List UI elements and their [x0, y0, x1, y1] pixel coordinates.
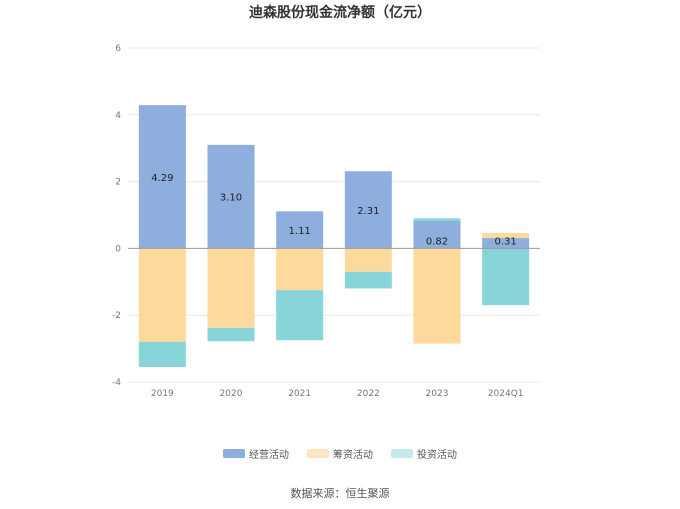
bars	[138, 105, 530, 367]
bar-segment-3	[276, 290, 324, 341]
bar-segment-1	[276, 211, 324, 249]
x-tick-label: 2019	[151, 389, 174, 399]
x-tick-label: 2022	[357, 389, 380, 399]
data-label: 4.29	[151, 173, 173, 184]
bar-segment-2	[276, 248, 324, 291]
x-axis-ticks: 2019 2020 2021 2022 2023 2024Q1	[151, 389, 524, 399]
data-label: 2.31	[357, 206, 379, 217]
legend-item-financing[interactable]: 筹资活动	[307, 446, 373, 461]
bar-segment-3	[138, 341, 186, 367]
y-axis-ticks: 6 4 2 0 -2 -4	[112, 44, 121, 388]
data-labels: 4.29 3.10 1.11 2.31 0.82 0.31	[151, 173, 517, 248]
bar-segment-1	[138, 105, 186, 249]
chart-title: 迪森股份现金流净额（亿元）	[249, 5, 431, 21]
bar-segment-1	[344, 171, 392, 249]
data-label: 3.10	[220, 193, 242, 204]
x-tick-label: 2024Q1	[488, 389, 524, 399]
legend-item-investing[interactable]: 投资活动	[391, 446, 457, 461]
bar-segment-3	[482, 248, 530, 306]
bar-segment-3	[207, 327, 255, 342]
legend: 经营活动 筹资活动 投资活动	[0, 446, 680, 461]
bar-segment-3	[344, 271, 392, 289]
bar-segment-3	[413, 218, 461, 222]
legend-swatch-investing	[391, 449, 413, 458]
data-label: 0.31	[495, 236, 517, 247]
legend-label-investing: 投资活动	[417, 450, 457, 461]
source-note: 数据来源：恒生聚源	[290, 487, 390, 500]
y-tick-label: 2	[115, 178, 121, 188]
legend-item-operating[interactable]: 经营活动	[223, 446, 289, 461]
legend-swatch-operating	[223, 449, 245, 458]
x-tick-label: 2023	[426, 389, 449, 399]
bar-segment-2	[344, 248, 392, 272]
bar-segment-1	[207, 144, 255, 249]
y-tick-label: 6	[115, 44, 121, 54]
y-tick-label: -2	[112, 311, 121, 321]
x-tick-label: 2020	[220, 389, 243, 399]
grid-lines	[128, 47, 540, 383]
legend-label-financing: 筹资活动	[333, 450, 373, 461]
y-tick-label: 4	[115, 111, 121, 121]
bar-segment-2	[138, 248, 186, 342]
bar-segment-2	[413, 248, 461, 344]
legend-swatch-financing	[307, 449, 329, 458]
x-tick-label: 2021	[288, 389, 311, 399]
bar-segment-1	[413, 221, 461, 249]
bar-segment-2	[482, 233, 530, 239]
data-label: 1.11	[289, 226, 311, 237]
y-tick-label: 0	[115, 244, 121, 254]
legend-label-operating: 经营活动	[249, 450, 289, 461]
bar-segment-2	[207, 248, 255, 328]
data-label: 0.82	[426, 236, 448, 247]
y-tick-label: -4	[112, 378, 121, 388]
bar-segment-1	[482, 238, 530, 249]
